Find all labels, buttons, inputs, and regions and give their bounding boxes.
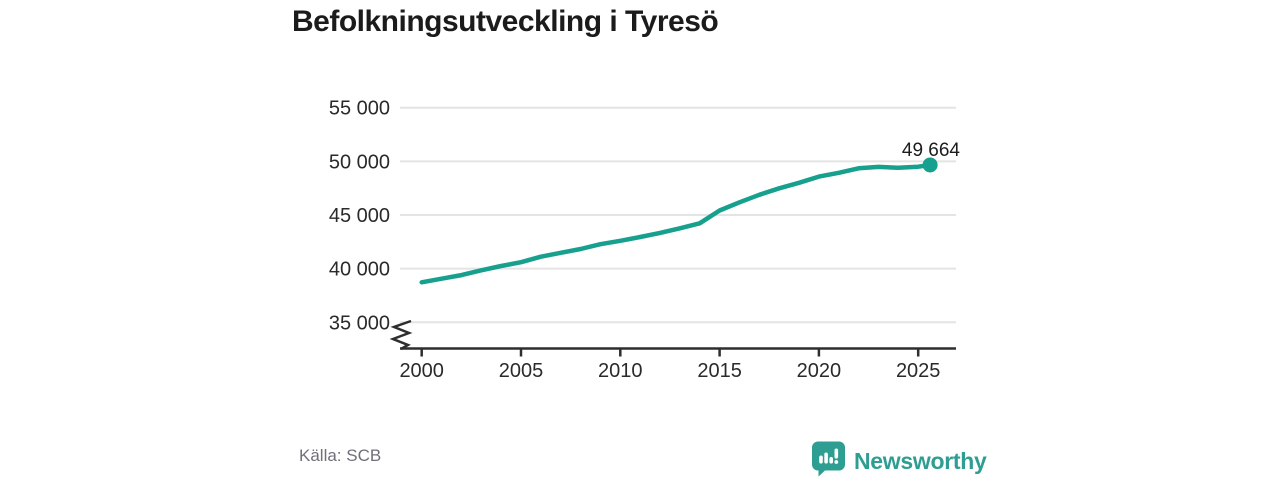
y-tick-label: 55 000: [329, 98, 390, 120]
x-tick-label: 2020: [797, 360, 842, 382]
latest-point-dot: [922, 157, 938, 173]
x-tick-label: 2000: [399, 360, 444, 382]
y-tick-label: 35 000: [329, 312, 390, 334]
y-tick-label: 40 000: [329, 259, 390, 281]
population-line-chart: 55 000 50 000 45 000 40 000 35 000 2000 2005 20…: [329, 98, 961, 382]
x-tick-label: 2015: [697, 360, 742, 382]
x-tick-label: 2010: [598, 360, 643, 382]
speech-bubble-bar-chart-icon: [811, 440, 846, 480]
newsworthy-wordmark: Newsworthy: [854, 447, 987, 474]
axis-break-icon: [389, 319, 413, 351]
x-tick-label: 2005: [499, 360, 544, 382]
y-tick-label: 50 000: [329, 151, 390, 173]
x-tick-label: 2025: [896, 360, 941, 382]
latest-value-label: 49 664: [902, 140, 961, 161]
population-line: [419, 162, 933, 285]
chart-title: Befolkningsutveckling i Tyresö: [292, 5, 719, 38]
y-tick-label: 45 000: [329, 205, 390, 227]
newsworthy-logo: Newsworthy: [811, 440, 987, 480]
source-note: Källa: SCB: [299, 446, 382, 465]
